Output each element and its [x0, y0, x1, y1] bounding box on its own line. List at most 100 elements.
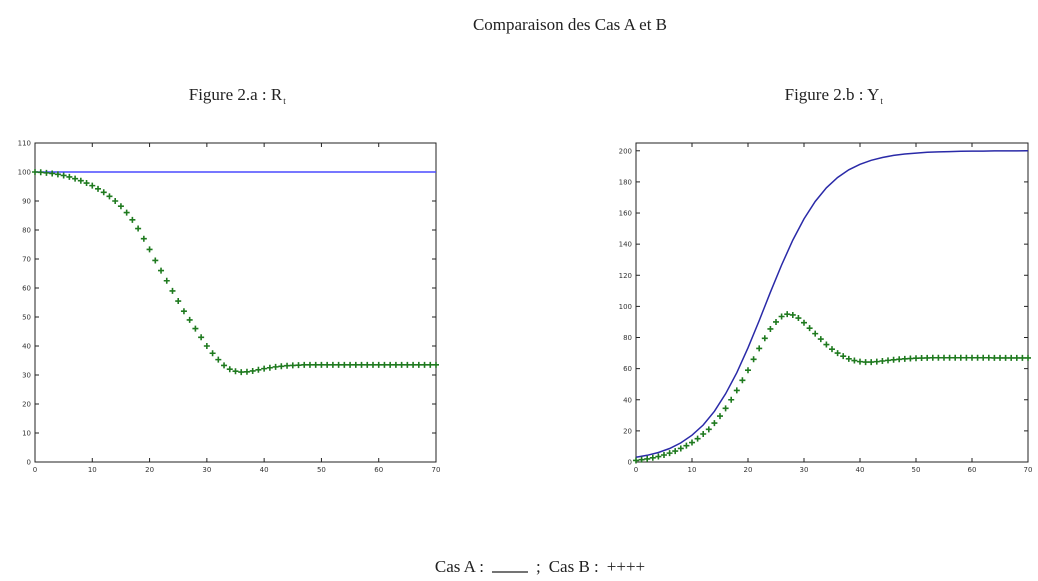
plus-marker — [756, 345, 763, 352]
y-tick-label: 110 — [18, 140, 31, 148]
plus-marker — [689, 439, 695, 446]
plus-marker — [358, 361, 365, 368]
plot-frame — [34, 142, 437, 463]
plus-marker — [795, 315, 802, 322]
plus-marker — [1019, 354, 1026, 361]
x-tick-label: 0 — [634, 466, 638, 474]
plus-marker — [817, 336, 824, 343]
legend-label: Cas A : — [435, 557, 484, 576]
plus-marker — [705, 426, 712, 433]
plus-marker — [49, 170, 56, 177]
plus-marker — [180, 308, 187, 315]
plus-marker — [152, 257, 159, 264]
plus-marker — [335, 361, 342, 368]
plus-marker — [117, 203, 124, 210]
plus-marker — [711, 420, 718, 427]
plus-marker — [392, 361, 399, 368]
y-tick-label: 0 — [628, 459, 632, 467]
x-tick-label: 60 — [374, 466, 383, 474]
plus-marker — [295, 362, 302, 369]
y-tick-label: 80 — [623, 334, 632, 342]
x-tick-label: 30 — [202, 466, 211, 474]
y-tick-label: 100 — [18, 169, 31, 177]
subplot-title-subscript: t — [880, 96, 883, 106]
plus-marker — [192, 325, 199, 332]
plus-marker — [163, 277, 170, 284]
x-tick-label: 40 — [856, 466, 865, 474]
plus-marker — [851, 357, 858, 364]
plus-marker — [840, 353, 847, 360]
plus-marker — [106, 193, 113, 200]
plus-marker — [885, 357, 891, 364]
plus-marker — [907, 355, 914, 362]
x-tick-label: 60 — [968, 466, 977, 474]
x-tick-label: 50 — [912, 466, 921, 474]
plus-marker — [666, 450, 673, 457]
plus-marker — [773, 318, 779, 325]
plus-marker — [980, 354, 987, 361]
plus-marker — [1008, 354, 1015, 361]
plus-marker — [364, 361, 371, 368]
plus-marker — [37, 169, 44, 176]
plus-marker — [347, 361, 354, 368]
plus-marker — [952, 354, 959, 361]
plus-marker — [289, 362, 296, 369]
plus-marker — [146, 246, 153, 253]
y-tick-label: 20 — [623, 427, 632, 435]
x-tick-label: 10 — [88, 466, 97, 474]
plus-marker — [991, 354, 998, 361]
x-tick-label: 30 — [800, 466, 809, 474]
y-tick-label: 120 — [619, 272, 632, 280]
plus-marker — [255, 366, 262, 373]
plus-marker — [100, 189, 107, 196]
plus-marker — [672, 448, 679, 455]
plus-marker — [890, 356, 897, 363]
plus-marker — [32, 169, 38, 175]
x-tick-label: 40 — [260, 466, 269, 474]
y-tick-label: 60 — [623, 365, 632, 373]
y-tick-label: 100 — [619, 303, 632, 311]
plus-marker — [778, 313, 785, 320]
plus-marker — [644, 455, 651, 462]
plus-marker — [739, 377, 746, 384]
plus-marker — [789, 311, 796, 318]
plus-marker — [761, 335, 768, 342]
plus-marker — [203, 343, 210, 349]
y-tick-label: 160 — [619, 210, 632, 218]
plus-marker — [375, 361, 382, 368]
plus-marker — [95, 185, 102, 192]
plus-marker — [129, 216, 136, 223]
plus-marker — [834, 350, 841, 357]
plus-marker — [946, 354, 953, 361]
plus-marker — [398, 361, 405, 368]
plus-marker — [985, 354, 992, 361]
legend-separator: ; — [536, 557, 541, 576]
plus-marker — [806, 325, 813, 332]
plus-marker — [175, 298, 182, 305]
plus-marker — [404, 361, 411, 368]
y-tick-label: 90 — [22, 198, 31, 206]
plus-marker — [829, 346, 835, 353]
plus-marker — [745, 367, 751, 374]
plus-marker — [89, 182, 96, 189]
plus-marker — [677, 445, 684, 452]
plus-marker — [661, 451, 667, 458]
plus-marker — [941, 354, 947, 361]
plus-marker — [935, 354, 942, 361]
plus-marker — [896, 356, 903, 363]
y-tick-label: 180 — [619, 178, 632, 186]
plus-marker — [43, 169, 50, 176]
plus-marker — [1013, 354, 1020, 361]
plus-marker — [221, 362, 228, 369]
y-tick-label: 60 — [22, 285, 31, 293]
y-tick-label: 50 — [22, 314, 31, 322]
plus-marker — [913, 355, 919, 362]
series-line — [635, 150, 1029, 459]
y-tick-label: 80 — [22, 227, 31, 235]
plus-marker — [433, 361, 439, 368]
x-tick-label: 20 — [744, 466, 753, 474]
plus-marker — [649, 454, 656, 461]
subplot-title-subscript: t — [283, 96, 286, 106]
plus-marker — [318, 361, 325, 368]
plus-marker — [135, 225, 142, 232]
